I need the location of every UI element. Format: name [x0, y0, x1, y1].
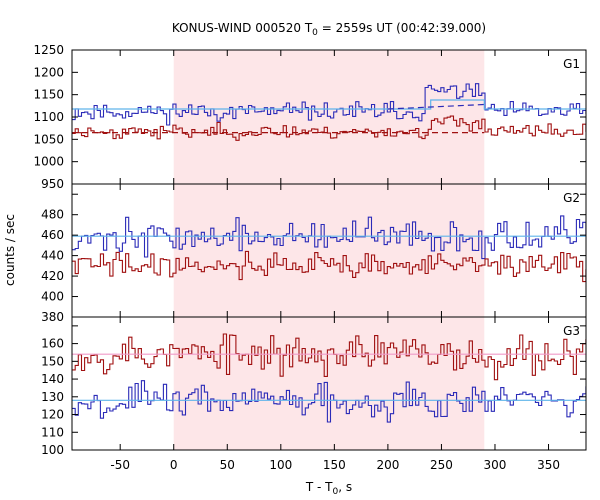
x-tick-label: 250 [430, 458, 453, 472]
y-tick-label: 110 [41, 425, 64, 439]
y-tick-label: 420 [41, 269, 64, 283]
series-red-g3 [72, 333, 586, 381]
y-tick-label: 150 [41, 354, 64, 368]
burst-interval-shade [173, 317, 485, 450]
series-blue-g3 [72, 380, 586, 423]
series-red-g1 [72, 115, 586, 141]
y-tick-label: 160 [41, 337, 64, 351]
series-red-g2 [72, 250, 586, 283]
x-tick-label: 350 [537, 458, 560, 472]
panel-frame [71, 316, 587, 451]
panels-group: 950 1000 1050 1100 1150 1200 1250 G1 380 400 420 44… [33, 43, 587, 457]
x-tick-label: 0 [170, 458, 178, 472]
xlabel-part: , s [338, 480, 352, 494]
burst-interval-shade [173, 50, 485, 184]
y-tick-label: 140 [41, 372, 64, 386]
y-tick-label: 1000 [33, 155, 64, 169]
panel-label: G3 [563, 324, 580, 338]
x-tick-label: 50 [220, 458, 235, 472]
panel-g1: 950 1000 1050 1100 1150 1200 1250 G1 [33, 43, 587, 191]
y-tick-label: 440 [41, 249, 64, 263]
panel-g3: 100 110 120 130 140 150 160 G3 [41, 316, 587, 457]
x-tick-label: 300 [484, 458, 507, 472]
x-tick-label: -50 [110, 458, 130, 472]
y-tick-label: 1100 [33, 110, 64, 124]
x-tick-label: 200 [376, 458, 399, 472]
y-tick-label: 460 [41, 228, 64, 242]
y-tick-label: 1050 [33, 132, 64, 146]
fit-line-fit_blue [72, 99, 586, 110]
panel-label: G2 [563, 191, 580, 205]
panel-label: G1 [563, 57, 580, 71]
panel-g2: 380 400 420 440 460 480 G2 [41, 183, 587, 324]
title-part: 0 [312, 28, 318, 38]
y-tick-label: 130 [41, 390, 64, 404]
xlabel-part: T - T [305, 480, 333, 494]
title-part: KONUS-WIND 000520 T [172, 21, 313, 35]
xlabel-part: 0 [333, 487, 339, 497]
y-tick-label: 400 [41, 290, 64, 304]
y-tick-label: 1150 [33, 88, 64, 102]
y-axis-title: counts / sec [3, 214, 17, 286]
title-part: = 2559s UT (00:42:39.000) [318, 21, 486, 35]
x-tick-label: 100 [269, 458, 292, 472]
burst-interval-shade [173, 184, 485, 317]
y-tick-label: 480 [41, 208, 64, 222]
y-tick-label: 120 [41, 408, 64, 422]
y-tick-label: 1200 [33, 65, 64, 79]
y-tick-label: 380 [41, 310, 64, 324]
x-axis-title: T - T0, s [305, 480, 352, 497]
y-tick-label: 100 [41, 443, 64, 457]
y-tick-label: 950 [41, 177, 64, 191]
chart-title: KONUS-WIND 000520 T0 = 2559s UT (00:42:3… [172, 21, 486, 38]
fit-line-blue [387, 103, 485, 110]
x-tick-label: 150 [323, 458, 346, 472]
y-tick-label: 1250 [33, 43, 64, 57]
